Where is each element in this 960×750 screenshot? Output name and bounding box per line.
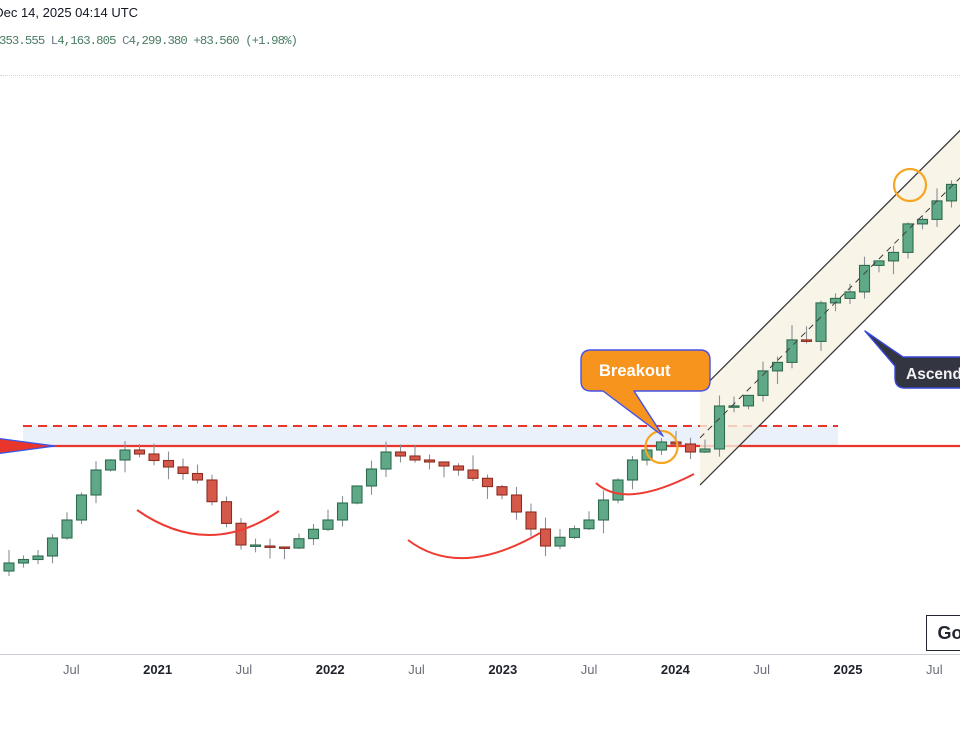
svg-text:Ascending: Ascending <box>906 366 960 383</box>
svg-text:Breakout: Breakout <box>599 362 671 380</box>
